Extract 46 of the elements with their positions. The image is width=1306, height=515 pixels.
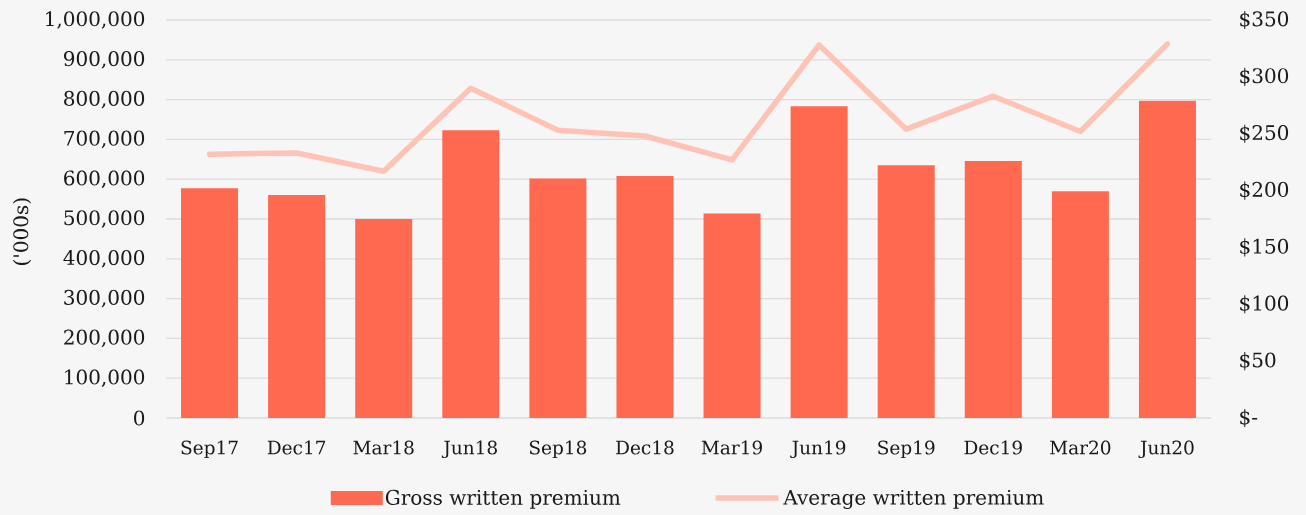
y2-tick-label: $250: [1240, 124, 1289, 143]
bar: [703, 213, 761, 418]
legend-label: Average written premium: [783, 489, 1044, 510]
bar: [355, 219, 413, 418]
y-axis-title: ('000s): [12, 198, 32, 265]
x-tick-label: Dec17: [267, 440, 326, 455]
bar: [877, 165, 935, 418]
x-tick-label: Jun18: [441, 440, 497, 459]
bar: [442, 130, 500, 418]
bar: [529, 178, 587, 418]
y2-tick-label: $50: [1240, 352, 1276, 371]
x-tick-label: Mar18: [353, 440, 414, 455]
x-tick-label: Dec19: [964, 440, 1022, 455]
bar: [181, 188, 239, 418]
y-tick-label: 800,000: [64, 90, 145, 109]
x-tick-label: Sep19: [878, 440, 935, 459]
bar: [1138, 100, 1196, 418]
x-tick-label: Jun19: [790, 440, 846, 459]
x-tick-label: Dec18: [616, 440, 674, 455]
y-tick-label: 700,000: [64, 130, 145, 149]
y2-tick-label: $100: [1240, 295, 1289, 314]
legend-label: Gross written premium: [385, 489, 621, 509]
y-tick-label: 400,000: [63, 250, 145, 268]
x-tick-label: Jun20: [1138, 440, 1194, 459]
y-tick-label: 1,000,000: [46, 11, 145, 29]
bar: [964, 160, 1022, 418]
y-tick-label: 600,000: [64, 170, 145, 188]
x-tick-label: Mar19: [701, 440, 762, 455]
y2-tick-label: $200: [1240, 181, 1289, 200]
y-tick-label: 500,000: [64, 210, 145, 228]
y-tick-label: 100,000: [65, 369, 145, 387]
x-tick-label: Sep17: [181, 440, 238, 459]
bar: [616, 176, 674, 418]
x-tick-label: Sep18: [529, 440, 587, 459]
y-tick-label: 900,000: [64, 51, 145, 69]
bar: [790, 106, 848, 418]
x-tick-label: Mar20: [1050, 440, 1111, 455]
y2-tick-label: $-: [1240, 408, 1258, 428]
bar: [268, 195, 326, 418]
bar: [1051, 191, 1109, 418]
y-tick-label: 0: [134, 410, 145, 426]
y2-tick-label: $150: [1240, 238, 1289, 257]
y-tick-label: 200,000: [64, 329, 145, 348]
y-tick-label: 300,000: [64, 289, 145, 308]
y2-tick-label: $350: [1240, 10, 1289, 30]
y2-tick-label: $300: [1240, 67, 1289, 86]
